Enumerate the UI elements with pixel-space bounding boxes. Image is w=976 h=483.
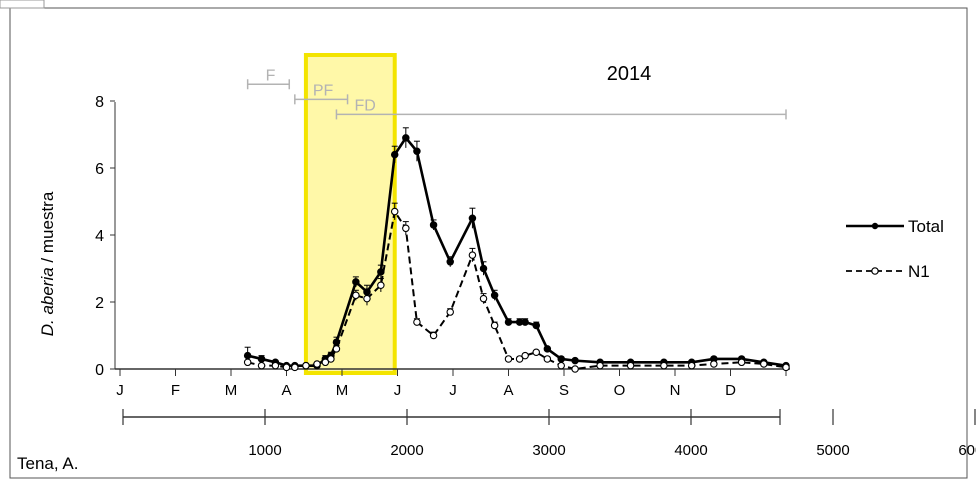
- data-point-n1: [446, 308, 454, 316]
- data-point-total: [571, 356, 579, 365]
- data-point-n1: [282, 363, 291, 372]
- figure-frame: [9, 7, 968, 479]
- y-tick-label: 2: [95, 295, 104, 312]
- data-point-n1: [243, 358, 252, 367]
- legend-total-marker: [871, 222, 879, 230]
- data-point-n1: [413, 318, 421, 326]
- y-tick-label: 6: [95, 161, 104, 178]
- data-point-n1: [521, 351, 529, 360]
- data-point-total: [504, 318, 513, 326]
- data-point-n1: [271, 361, 280, 370]
- data-point-total: [402, 134, 410, 142]
- month-label: S: [559, 382, 569, 399]
- degree-day-ticks: 1000 2000 3000 4000 5000 6000: [122, 409, 976, 459]
- month-label: M: [336, 382, 349, 399]
- chart-title: 2014: [607, 63, 652, 85]
- month-label: M: [225, 382, 238, 399]
- data-point-n1: [782, 363, 790, 372]
- data-point-n1: [352, 291, 360, 300]
- data-point-n1: [257, 361, 266, 370]
- data-point-total: [413, 147, 421, 156]
- data-point-n1: [687, 361, 696, 370]
- phase-label: FD: [354, 97, 375, 114]
- series-layer: [243, 127, 790, 373]
- data-point-n1: [532, 348, 540, 356]
- y-axis-label-unit: / muestra: [38, 191, 57, 267]
- legend-n1-marker: [871, 267, 879, 275]
- degree-day-label: 6000: [958, 442, 976, 459]
- data-point-n1: [429, 331, 438, 340]
- data-point-total: [532, 321, 540, 330]
- corner-tab: [0, 0, 45, 9]
- degree-day-label: 2000: [390, 442, 423, 459]
- data-point-total: [468, 214, 477, 223]
- data-point-n1: [327, 355, 335, 363]
- data-point-total: [490, 291, 499, 300]
- data-point-n1: [760, 360, 768, 368]
- data-point-n1: [710, 360, 718, 368]
- data-point-n1: [515, 355, 524, 363]
- data-point-total: [390, 150, 399, 159]
- legend-total-label: Total: [908, 217, 944, 236]
- data-point-n1: [479, 294, 488, 303]
- month-label: N: [670, 382, 681, 399]
- data-point-n1: [571, 365, 579, 373]
- degree-day-label: 1000: [248, 442, 281, 459]
- data-point-n1: [504, 355, 513, 363]
- y-tick-label: 4: [95, 228, 104, 245]
- y-axis-label-species: D. aberia: [38, 267, 57, 336]
- data-point-total: [352, 278, 360, 286]
- data-point-n1: [557, 361, 565, 370]
- degree-day-label: 5000: [816, 442, 849, 459]
- data-point-total: [257, 355, 266, 363]
- month-label: J: [116, 382, 124, 399]
- phase-bars: F PF FD: [246, 67, 787, 120]
- data-point-n1: [302, 361, 310, 370]
- data-point-n1: [313, 360, 321, 368]
- data-point-n1: [402, 224, 410, 233]
- degree-day-label: 3000: [532, 442, 565, 459]
- data-point-n1: [291, 363, 299, 372]
- data-point-n1: [321, 358, 330, 367]
- data-point-n1: [596, 361, 604, 370]
- highlight-box: [303, 53, 397, 375]
- month-label: A: [281, 382, 291, 399]
- phase-label: PF: [313, 82, 334, 99]
- data-point-total: [521, 318, 529, 326]
- data-point-n1: [390, 207, 399, 216]
- month-label: A: [503, 382, 513, 399]
- data-point-n1: [543, 355, 552, 363]
- data-point-n1: [626, 361, 635, 370]
- month-label: O: [614, 382, 626, 399]
- data-point-n1: [660, 361, 668, 370]
- month-label: D: [725, 382, 736, 399]
- y-axis-label: D. aberia / muestra: [38, 191, 57, 336]
- month-label: J: [449, 382, 457, 399]
- month-label: F: [171, 382, 180, 399]
- data-point-n1: [363, 294, 371, 303]
- data-point-n1: [332, 345, 341, 353]
- y-tick-label: 8: [95, 94, 104, 111]
- legend-n1-label: N1: [908, 262, 930, 281]
- data-point-total: [429, 221, 438, 229]
- data-point-total: [243, 351, 252, 360]
- author-credit: Tena, A.: [17, 454, 78, 473]
- degree-day-label: 4000: [674, 442, 707, 459]
- data-point-n1: [490, 321, 499, 330]
- data-point-total: [446, 258, 454, 266]
- data-point-total: [557, 355, 565, 363]
- data-point-n1: [377, 281, 385, 289]
- data-point-n1: [737, 358, 746, 367]
- data-point-total: [479, 264, 488, 273]
- month-label: J: [394, 382, 402, 399]
- legend: Total N1: [846, 217, 944, 281]
- data-point-total: [543, 345, 552, 353]
- y-ticks: 0 2 4 6 8: [95, 94, 115, 379]
- y-tick-label: 0: [95, 362, 104, 379]
- data-point-n1: [468, 251, 477, 259]
- phase-label: F: [266, 67, 276, 84]
